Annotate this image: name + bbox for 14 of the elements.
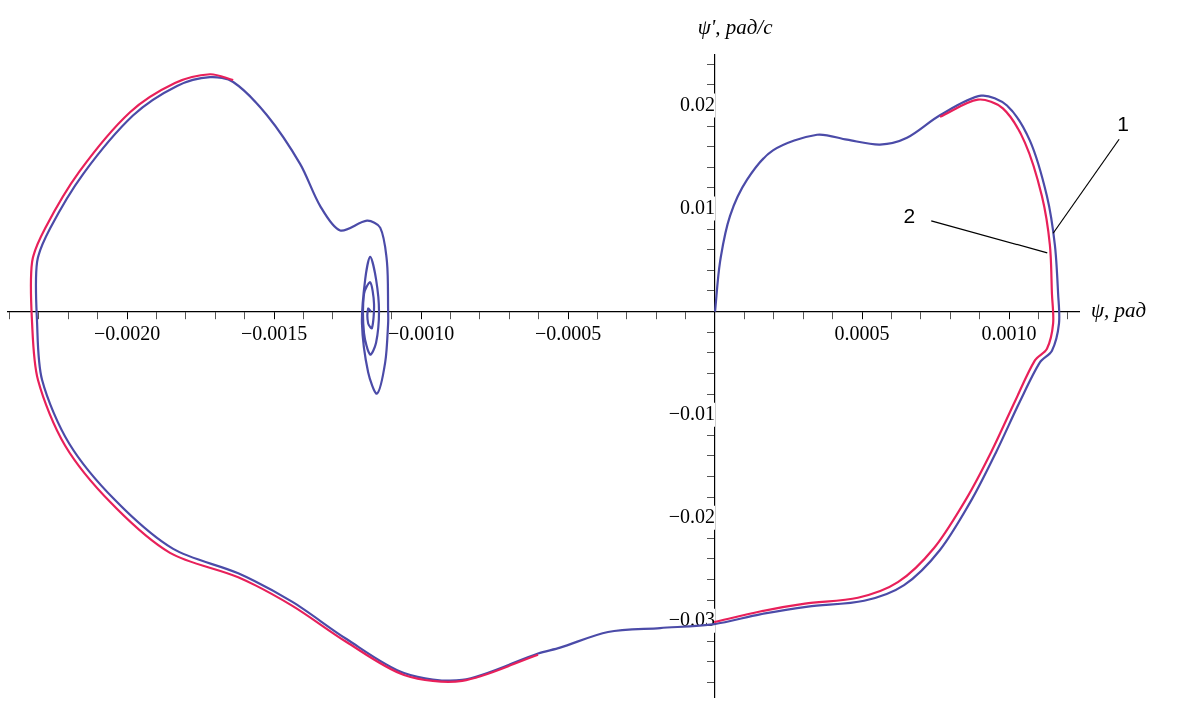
- y-axis-title: ψ', рад/с: [697, 15, 774, 40]
- x-tick-label: 0.0010: [981, 321, 1037, 344]
- x-tick-label: −0.0005: [534, 321, 602, 344]
- x-tick-label: −0.0010: [387, 321, 455, 344]
- x-tick-label: −0.0020: [93, 321, 161, 344]
- y-tick-label: 0.02: [680, 92, 716, 115]
- x-tick-label: 0.0005: [834, 321, 890, 344]
- annotation: 2: [903, 203, 916, 227]
- y-tick-label: −0.02: [668, 504, 716, 527]
- x-axis-title: ψ, рад: [1091, 298, 1147, 323]
- annotation: 1: [1117, 112, 1129, 136]
- y-tick-label: −0.01: [668, 401, 716, 424]
- y-tick-label: 0.01: [680, 195, 716, 218]
- x-tick-label: −0.0015: [240, 321, 308, 344]
